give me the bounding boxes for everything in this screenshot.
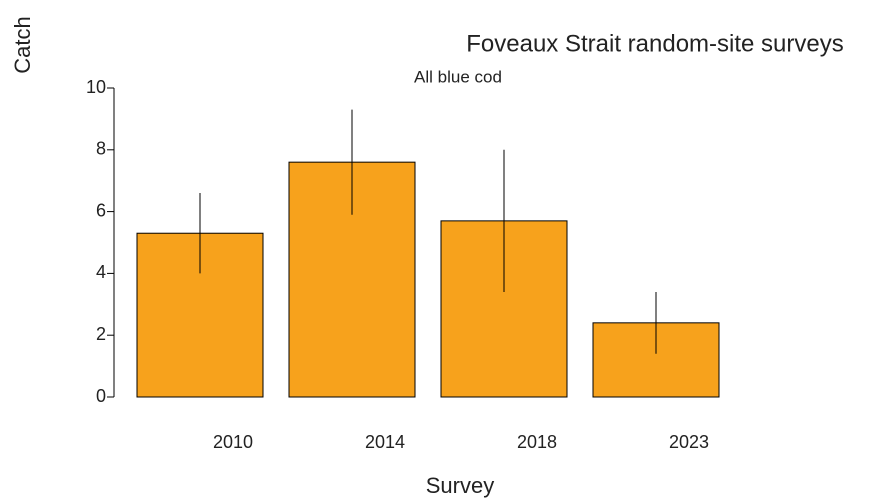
x-tick-label: 2010 (213, 432, 253, 452)
chart-title: Foveaux Strait random-site surveys (466, 30, 843, 57)
y-axis-label: Catch (10, 16, 35, 73)
x-tick-label: 2014 (365, 432, 405, 452)
x-tick-label: 2018 (517, 432, 557, 452)
y-tick-label: 8 (96, 139, 106, 159)
x-tick-label: 2023 (669, 432, 709, 452)
x-axis-label: Survey (426, 473, 494, 498)
y-tick-label: 10 (86, 77, 106, 97)
chart-subtitle: All blue cod (414, 67, 502, 86)
y-tick-label: 6 (96, 200, 106, 220)
y-tick-label: 4 (96, 262, 106, 282)
y-tick-label: 0 (96, 386, 106, 406)
y-tick-label: 2 (96, 324, 106, 344)
